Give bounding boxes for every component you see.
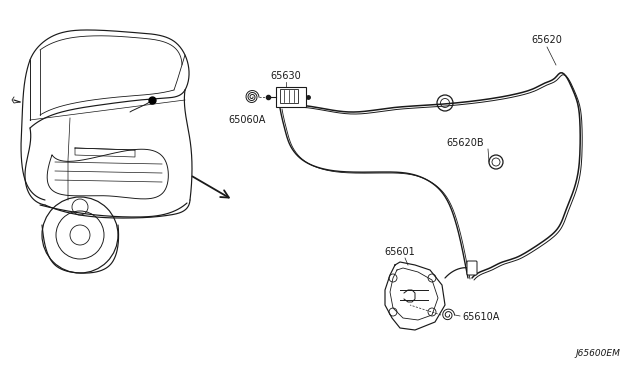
Text: 65620: 65620 xyxy=(532,35,563,45)
Text: J65600EM: J65600EM xyxy=(575,349,620,358)
FancyBboxPatch shape xyxy=(467,261,477,275)
Text: 65620B: 65620B xyxy=(446,138,484,148)
Text: 65610A: 65610A xyxy=(462,312,499,322)
Text: 65601: 65601 xyxy=(385,247,415,257)
Text: 65630: 65630 xyxy=(271,71,301,81)
Bar xyxy=(280,89,298,103)
Bar xyxy=(276,87,306,107)
Text: 65060A: 65060A xyxy=(228,115,266,125)
